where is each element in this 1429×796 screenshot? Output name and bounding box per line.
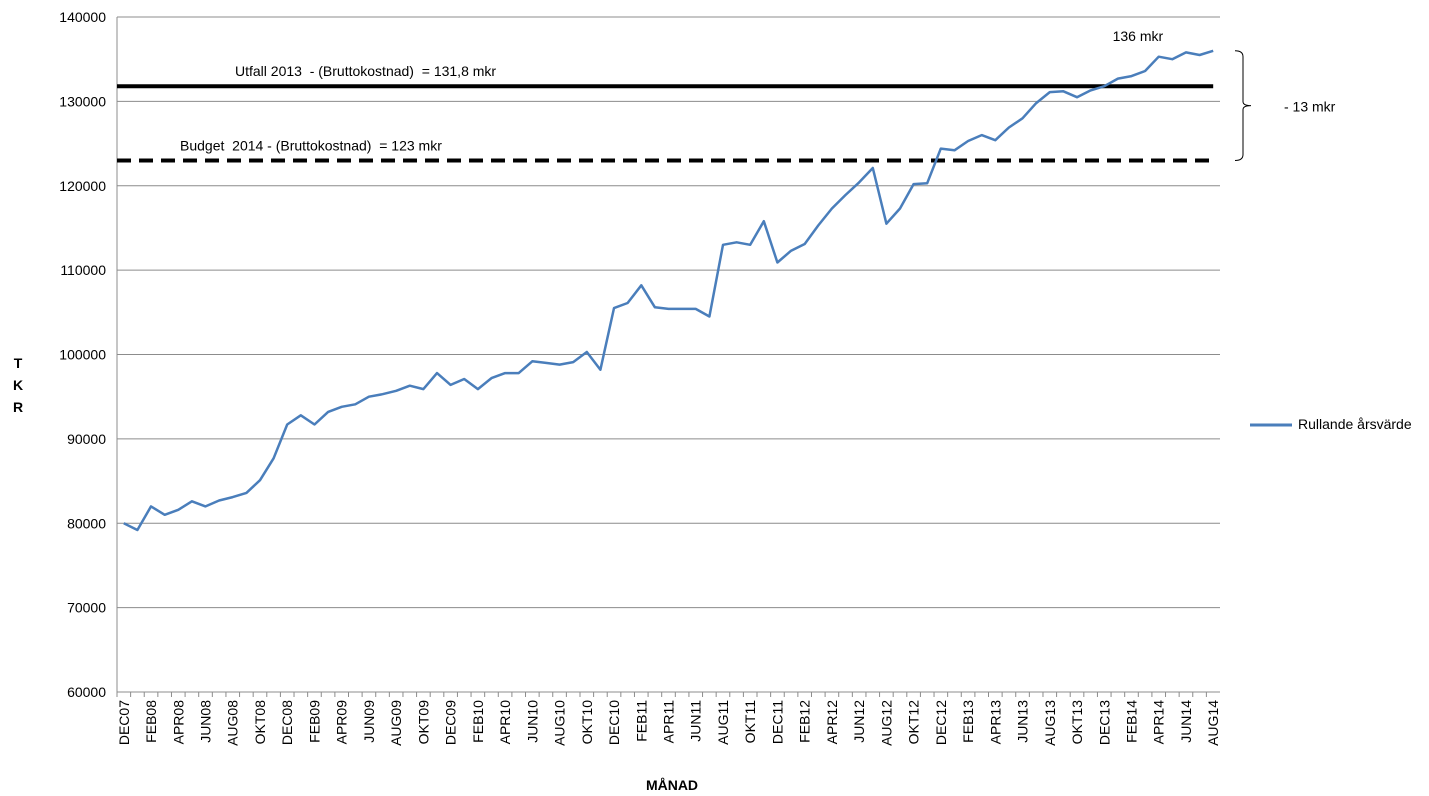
x-tick-label: FEB12 <box>797 700 813 743</box>
x-tick-label: JUN08 <box>198 700 214 743</box>
x-tick-label: FEB11 <box>633 700 649 742</box>
x-tick-label: AUG08 <box>225 700 241 746</box>
series-line <box>123 49 1214 532</box>
x-tick-label: FEB14 <box>1123 700 1139 743</box>
x-tick-label: JUN14 <box>1178 700 1194 743</box>
y-axis-label: TKR <box>10 355 26 421</box>
x-tick-label: JUN10 <box>524 700 540 743</box>
annotation: - 13 mkr <box>1284 99 1336 115</box>
y-tick-label: 70000 <box>67 600 106 616</box>
y-tick-label: 80000 <box>67 515 106 531</box>
x-tick-label: DEC10 <box>606 700 622 745</box>
x-tick-label: JUN12 <box>851 700 867 743</box>
y-tick-label: 140000 <box>59 9 106 25</box>
x-tick-label: JUN11 <box>688 700 704 742</box>
annotation: 136 mkr <box>1113 28 1164 44</box>
reference-label: Budget 2014 - (Bruttokostnad) = 123 mkr <box>180 137 442 153</box>
legend-label: Rullande årsvärde <box>1298 416 1412 432</box>
x-tick-label: OKT11 <box>742 700 758 744</box>
x-tick-label: FEB13 <box>960 700 976 743</box>
x-tick-label: JUN09 <box>361 700 377 743</box>
x-tick-label: FEB08 <box>143 700 159 743</box>
x-tick-label: APR12 <box>824 700 840 745</box>
x-tick-label: OKT13 <box>1069 700 1085 745</box>
x-tick-label: DEC13 <box>1096 700 1112 745</box>
x-tick-label: AUG12 <box>878 700 894 746</box>
bracket <box>1234 50 1252 161</box>
x-tick-label: DEC07 <box>116 700 132 745</box>
x-axis-label: MÅNAD <box>646 777 698 793</box>
x-tick-label: OKT12 <box>906 700 922 745</box>
x-tick-label: AUG10 <box>552 700 568 746</box>
reference-label: Utfall 2013 - (Bruttokostnad) = 131,8 mk… <box>235 63 496 79</box>
x-tick-label: DEC08 <box>279 700 295 745</box>
x-tick-label: OKT08 <box>252 700 268 745</box>
x-tick-label: OKT09 <box>415 700 431 745</box>
x-tick-label: JUN13 <box>1015 700 1031 743</box>
x-tick-label: DEC11 <box>769 700 785 744</box>
x-tick-label: AUG14 <box>1205 700 1221 746</box>
x-tick-label: APR09 <box>334 700 350 745</box>
y-tick-label: 130000 <box>59 93 106 109</box>
x-tick-label: APR10 <box>497 700 513 745</box>
x-tick-label: APR14 <box>1151 700 1167 745</box>
x-tick-label: APR13 <box>987 700 1003 745</box>
x-tick-label: APR08 <box>170 700 186 745</box>
x-tick-label: AUG11 <box>715 700 731 745</box>
y-tick-label: 110000 <box>60 262 106 278</box>
y-tick-label: 90000 <box>67 431 106 447</box>
x-tick-label: FEB09 <box>306 700 322 743</box>
y-tick-label: 60000 <box>67 684 106 700</box>
y-tick-label: 120000 <box>59 178 106 194</box>
x-tick-label: DEC12 <box>933 700 949 745</box>
x-tick-label: DEC09 <box>443 700 459 745</box>
x-tick-label: AUG09 <box>388 700 404 746</box>
x-tick-label: AUG13 <box>1042 700 1058 746</box>
y-tick-label: 100000 <box>59 347 106 363</box>
x-tick-label: APR11 <box>661 700 677 744</box>
x-tick-label: OKT10 <box>579 700 595 745</box>
x-tick-label: FEB10 <box>470 700 486 743</box>
